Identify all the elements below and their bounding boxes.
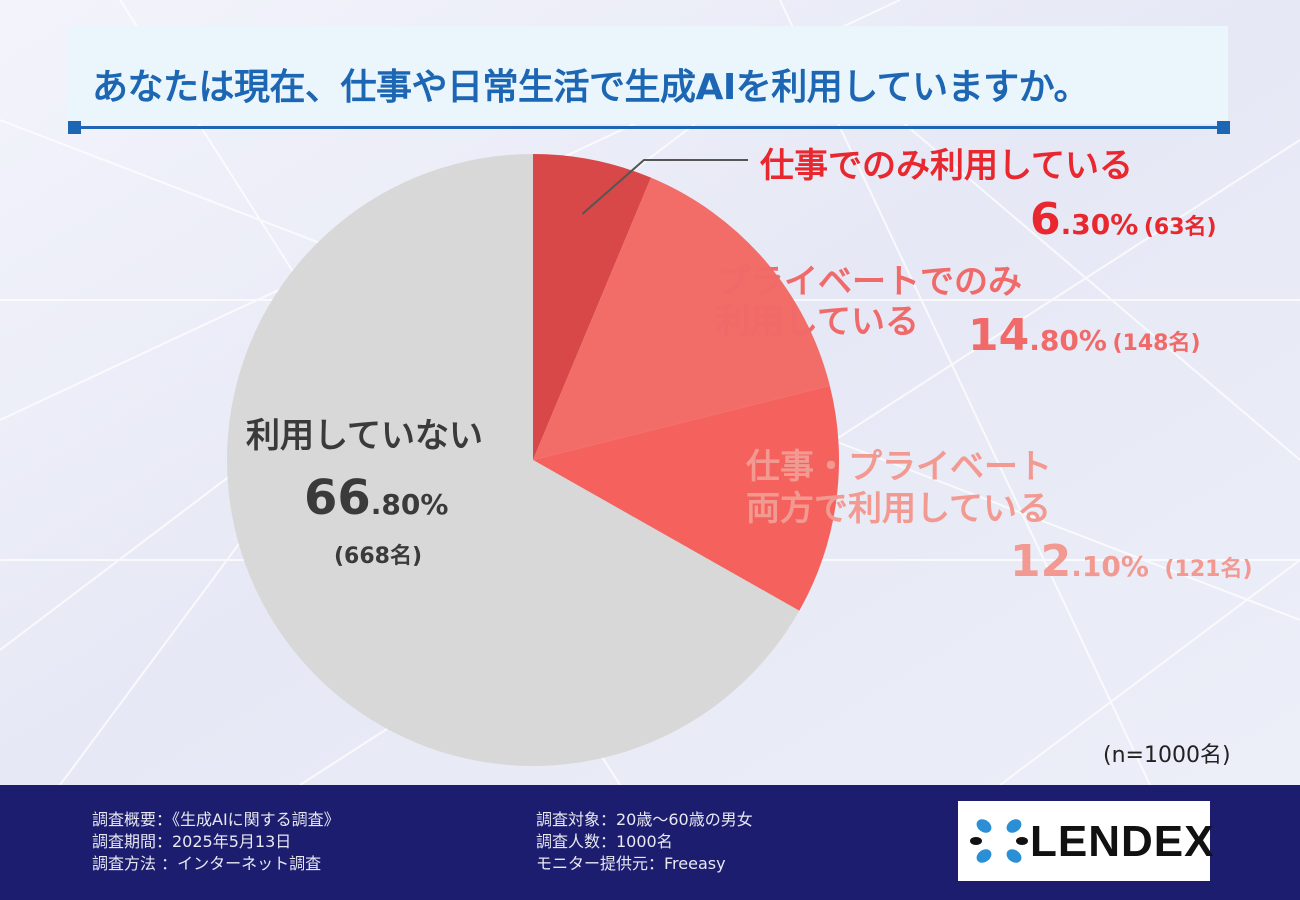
footer-survey-count: 調査人数：1000名 bbox=[536, 832, 673, 851]
label-work-only: 仕事でのみ利用している bbox=[760, 146, 1133, 186]
title-underline-end-right bbox=[1217, 121, 1230, 134]
footer-survey-summary: 調査概要：《生成AIに関する調査》 bbox=[92, 810, 340, 829]
sample-size-note: (n=1000名) bbox=[1103, 743, 1231, 768]
label-both-line1: 仕事・プライベート bbox=[746, 447, 1052, 487]
value-not-using: 66.80% bbox=[304, 470, 448, 526]
pie-slice-not-using bbox=[226, 154, 800, 766]
footer-survey-method: 調査方法 ：インターネット調査 bbox=[92, 854, 322, 873]
value-both-dec: .10% bbox=[1071, 550, 1149, 583]
label-not-using-text: 利用していない bbox=[246, 416, 483, 456]
value-both: 12.10% (121名) bbox=[1010, 536, 1253, 587]
value-work-only-int: 6 bbox=[1030, 194, 1061, 245]
label-private-line1: プライベートでのみ bbox=[716, 262, 1022, 302]
label-private-only: プライベートでのみ 利用している bbox=[716, 262, 1022, 342]
value-both-int: 12 bbox=[1010, 536, 1072, 587]
value-private-only-count: (148名) bbox=[1112, 331, 1201, 356]
value-private-only-int: 14 bbox=[968, 310, 1030, 361]
chart-title: あなたは現在、仕事や日常生活で生成AIを利用していますか。 bbox=[92, 67, 1089, 108]
label-work-only-text: 仕事でのみ利用している bbox=[760, 146, 1133, 186]
footer-survey-period: 調査期間：2025年5月13日 bbox=[92, 832, 292, 851]
value-private-only-dec: .80% bbox=[1029, 324, 1107, 357]
value-private-only: 14.80% (148名) bbox=[968, 310, 1201, 361]
count-not-using: (668名) bbox=[334, 544, 423, 569]
title-banner bbox=[68, 26, 1228, 124]
value-work-only-count: (63名) bbox=[1143, 215, 1217, 240]
pie-slice-work-only bbox=[533, 154, 651, 460]
logo-box bbox=[958, 801, 1210, 881]
title-underline-end-left bbox=[68, 121, 81, 134]
value-work-only: 6.30% (63名) bbox=[1030, 194, 1217, 245]
pie-slice-both bbox=[533, 385, 840, 611]
label-not-using: 利用していない bbox=[246, 416, 483, 456]
pie-slice-private-only bbox=[533, 177, 830, 460]
title-underline bbox=[74, 126, 1224, 129]
footer-col1: 調査概要：《生成AIに関する調査》 調査期間：2025年5月13日 調査方法 ：… bbox=[92, 809, 340, 875]
lendex-logo-text: LENDEX bbox=[1030, 817, 1215, 866]
label-private-line2: 利用している bbox=[716, 302, 919, 342]
pie-chart bbox=[226, 154, 840, 766]
lendex-logo-icon bbox=[970, 819, 1028, 863]
value-both-count: (121名) bbox=[1164, 557, 1253, 582]
value-not-using-dec: .80% bbox=[370, 488, 449, 521]
footer-col2: 調査対象：20歳〜60歳の男女 調査人数：1000名 モニター提供元：Freea… bbox=[536, 809, 753, 875]
value-work-only-dec: .30% bbox=[1060, 208, 1139, 241]
leader-line-work-only bbox=[581, 159, 748, 215]
value-not-using-int: 66 bbox=[304, 470, 371, 526]
label-both: 仕事・プライベート 両方で利用している bbox=[746, 446, 1052, 530]
footer-monitor-provider: モニター提供元：Freeasy bbox=[536, 854, 726, 873]
label-both-line2: 両方で利用している bbox=[746, 489, 1051, 529]
footer-survey-target: 調査対象：20歳〜60歳の男女 bbox=[536, 810, 753, 829]
